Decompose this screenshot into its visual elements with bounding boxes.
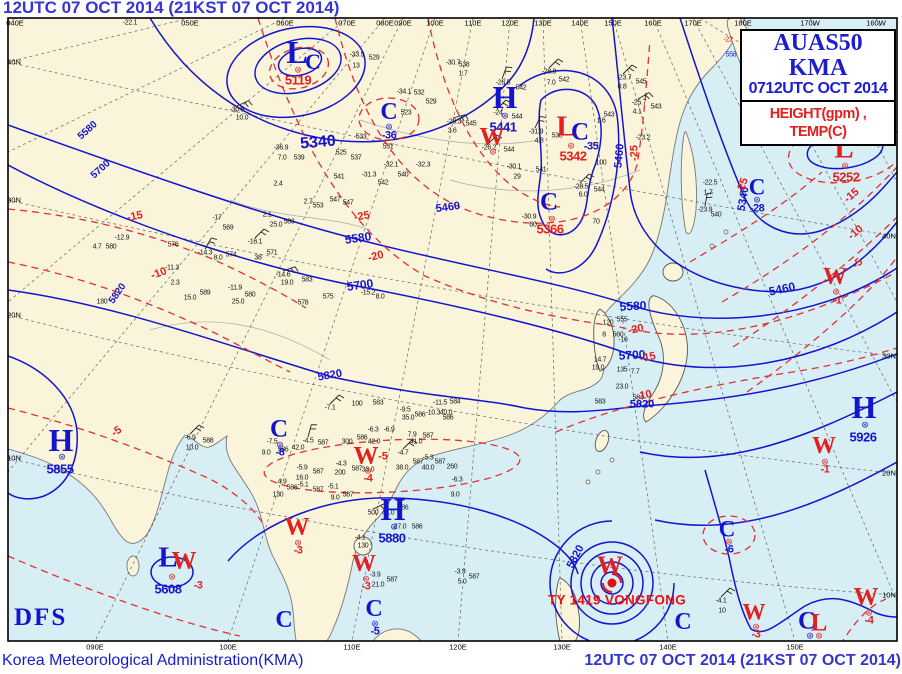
fields-box: HEIGHT(gpm) , TEMP(C) bbox=[740, 102, 896, 147]
hokkaido-island bbox=[662, 262, 684, 282]
island-dot bbox=[609, 457, 615, 463]
issue-time: 0712UTC OCT 2014 bbox=[748, 80, 888, 98]
taiwan-island bbox=[594, 430, 610, 452]
temp-contours bbox=[8, 18, 897, 641]
hainan-island bbox=[353, 536, 373, 556]
coastline-layer bbox=[8, 18, 767, 641]
map-frame bbox=[7, 17, 898, 642]
island-dot bbox=[709, 243, 715, 249]
fields-label: HEIGHT(gpm) , TEMP(C) bbox=[769, 106, 867, 141]
footer-datetime: 12UTC 07 OCT 2014 (21KST 07 OCT 2014) bbox=[584, 652, 901, 669]
country-borders bbox=[149, 119, 641, 361]
typhoon-name-label: TY 1419 VONGFONG bbox=[547, 592, 687, 608]
footer-org: Korea Meteorological Administration(KMA) bbox=[2, 652, 304, 669]
dfs-watermark: DFS bbox=[14, 604, 68, 631]
srilanka-island bbox=[126, 555, 140, 577]
product-id-box: AUAS50 KMA 0712UTC OCT 2014 bbox=[740, 29, 896, 103]
sakhalin-island bbox=[680, 131, 697, 235]
island-dot bbox=[585, 479, 591, 485]
product-id: AUAS50 KMA bbox=[773, 30, 863, 82]
chart-datetime-header: 12UTC 07 OCT 2014 (21KST 07 OCT 2014) bbox=[3, 0, 340, 17]
height-contours bbox=[8, 18, 897, 641]
typhoon-spiral bbox=[549, 520, 675, 641]
island-dot bbox=[723, 229, 729, 235]
chart-title-box: AUAS50 KMA 0712UTC OCT 2014 HEIGHT(gpm) … bbox=[740, 29, 896, 147]
island-dot bbox=[595, 469, 601, 475]
asia-landmass bbox=[8, 18, 746, 641]
graticule bbox=[8, 18, 897, 641]
borneo-tip bbox=[372, 628, 422, 641]
typhoon-icon bbox=[602, 573, 622, 593]
japan-islands bbox=[643, 295, 688, 423]
